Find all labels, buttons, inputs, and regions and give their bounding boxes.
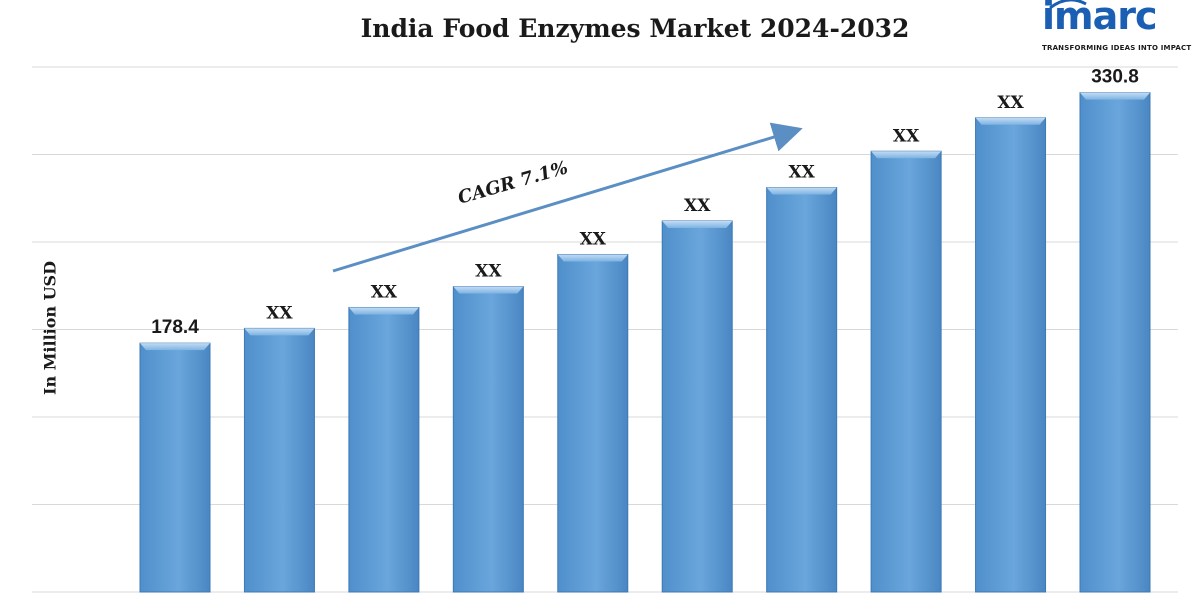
- logo-tagline: TRANSFORMING IDEAS INTO IMPACT: [1042, 44, 1192, 52]
- data-label: XX: [266, 303, 293, 323]
- bar: [1079, 92, 1151, 593]
- bar: [975, 117, 1047, 593]
- bar-top-bevel: [557, 254, 628, 262]
- data-label: XX: [475, 262, 502, 282]
- logo-wordmark: imarc: [1042, 0, 1158, 38]
- data-label: 178.4: [151, 317, 199, 338]
- bars: [139, 92, 1151, 593]
- data-label: XX: [371, 282, 398, 302]
- data-label: XX: [580, 229, 607, 249]
- bar-top-bevel: [975, 117, 1046, 125]
- bar: [870, 150, 942, 593]
- data-label: XX: [788, 163, 815, 183]
- bar-top-bevel: [348, 307, 419, 315]
- data-label: 330.8: [1091, 67, 1139, 88]
- bar: [557, 253, 629, 593]
- data-labels: 178.4 XX XX XX XX XX XX XX XX 330.8: [151, 67, 1139, 338]
- data-label: XX: [684, 196, 711, 216]
- bar: [766, 187, 838, 593]
- data-label: XX: [893, 126, 920, 146]
- bar: [348, 306, 420, 593]
- logo-swoosh-icon: [1049, 0, 1087, 10]
- bar-top-bevel: [140, 343, 210, 351]
- bar: [661, 220, 733, 593]
- bar-top-bevel: [1080, 92, 1150, 100]
- cagr-arrow: [332, 122, 803, 273]
- bar-top-bevel: [766, 187, 837, 195]
- bar: [139, 342, 211, 593]
- chart-title: India Food Enzymes Market 2024-2032: [360, 14, 910, 43]
- imarc-logo: imarc TRANSFORMING IDEAS INTO IMPACT: [1030, 0, 1200, 58]
- bar: [452, 286, 524, 593]
- bar: [243, 327, 315, 593]
- bar-top-bevel: [871, 151, 942, 159]
- bar-top-bevel: [244, 328, 315, 336]
- bar-top-bevel: [662, 221, 733, 228]
- data-label: XX: [997, 93, 1024, 113]
- bar-top-bevel: [453, 286, 524, 294]
